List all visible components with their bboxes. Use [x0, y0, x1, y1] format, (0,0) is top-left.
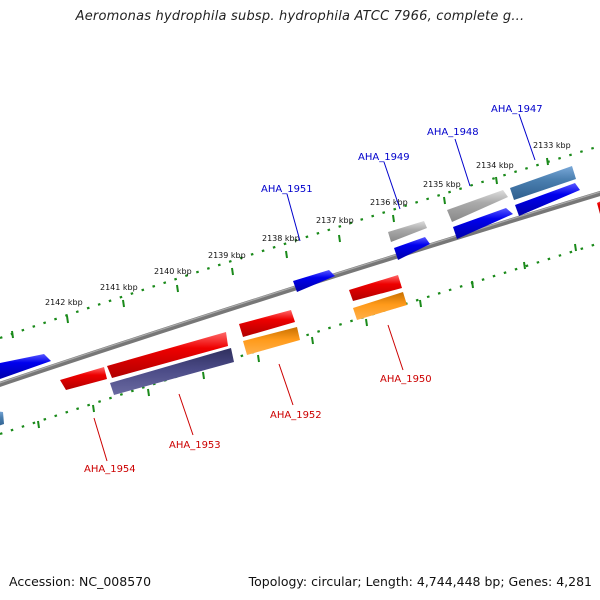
gene-label-aha-1954[interactable]: AHA_1954	[84, 464, 136, 475]
leader-aha-1949	[383, 161, 401, 210]
feature-aha-1948-blue[interactable]	[453, 208, 513, 239]
feature-aha-1950-orange[interactable]	[353, 292, 407, 320]
forward-features	[0, 166, 580, 379]
outer-tick-track	[0, 144, 600, 340]
leader-aha-1950	[387, 324, 404, 371]
leader-aha-1953	[178, 393, 194, 436]
accession-text: Accession: NC_008570	[9, 574, 152, 589]
kbp-label-2141: 2141 kbp	[100, 283, 138, 292]
kbp-label-2138: 2138 kbp	[262, 234, 300, 243]
outer-major-ticks	[11, 157, 549, 339]
map-title: Aeromonas hydrophila subsp. hydrophila A…	[75, 9, 525, 24]
leader-aha-1952	[278, 363, 294, 406]
feature-aha-1953-purple[interactable]	[110, 348, 234, 395]
leader-aha-1951	[286, 193, 301, 242]
leader-aha-1948	[454, 138, 471, 187]
feature-aha-1947-steel[interactable]	[510, 166, 576, 200]
kbp-label-2135: 2135 kbp	[423, 180, 461, 189]
gene-label-aha-1948[interactable]: AHA_1948	[427, 127, 479, 138]
reverse-features	[0, 199, 600, 427]
feature-aha-1954[interactable]	[60, 367, 107, 390]
kbp-label-2140: 2140 kbp	[154, 267, 192, 276]
kbp-label-2133: 2133 kbp	[533, 141, 571, 150]
leader-aha-1947	[518, 113, 536, 161]
feature-aha-1951[interactable]	[293, 270, 335, 292]
kbp-label-2136: 2136 kbp	[370, 198, 408, 207]
inner-tick-track	[0, 241, 600, 436]
feature-aha-1950-red[interactable]	[349, 275, 402, 301]
feature-left-edge[interactable]	[0, 411, 4, 427]
gene-label-aha-1947[interactable]: AHA_1947	[491, 104, 543, 115]
gene-label-aha-1950[interactable]: AHA_1950	[380, 374, 432, 385]
feature-aha-1949-grey[interactable]	[388, 221, 427, 242]
kbp-labels: 2133 kbp 2134 kbp 2135 kbp 2136 kbp 2137…	[45, 141, 571, 307]
feature-aha-1947-blue[interactable]	[515, 183, 580, 216]
kbp-label-2142: 2142 kbp	[45, 298, 83, 307]
feature-aha-1949-blue[interactable]	[394, 237, 430, 260]
gene-label-aha-1949[interactable]: AHA_1949	[358, 152, 410, 163]
topology-text: Topology: circular; Length: 4,744,448 bp…	[248, 574, 592, 589]
kbp-label-2139: 2139 kbp	[208, 251, 246, 260]
kbp-label-2137: 2137 kbp	[316, 216, 354, 225]
leader-aha-1954	[93, 417, 108, 462]
feature-aha-1952-orange[interactable]	[243, 327, 300, 355]
gene-label-aha-1952[interactable]: AHA_1952	[270, 410, 322, 421]
feature-aha-1948-grey[interactable]	[447, 190, 508, 222]
kbp-label-2134: 2134 kbp	[476, 161, 514, 170]
feature-left-blue[interactable]	[0, 354, 51, 379]
feature-right-red[interactable]	[597, 199, 600, 214]
inner-major-ticks	[37, 243, 577, 429]
gene-label-aha-1951[interactable]: AHA_1951	[261, 184, 313, 195]
feature-aha-1953-red[interactable]	[107, 332, 228, 378]
feature-aha-1952-red[interactable]	[239, 310, 295, 337]
gene-label-aha-1953[interactable]: AHA_1953	[169, 440, 221, 451]
genome-backbone	[0, 190, 600, 387]
